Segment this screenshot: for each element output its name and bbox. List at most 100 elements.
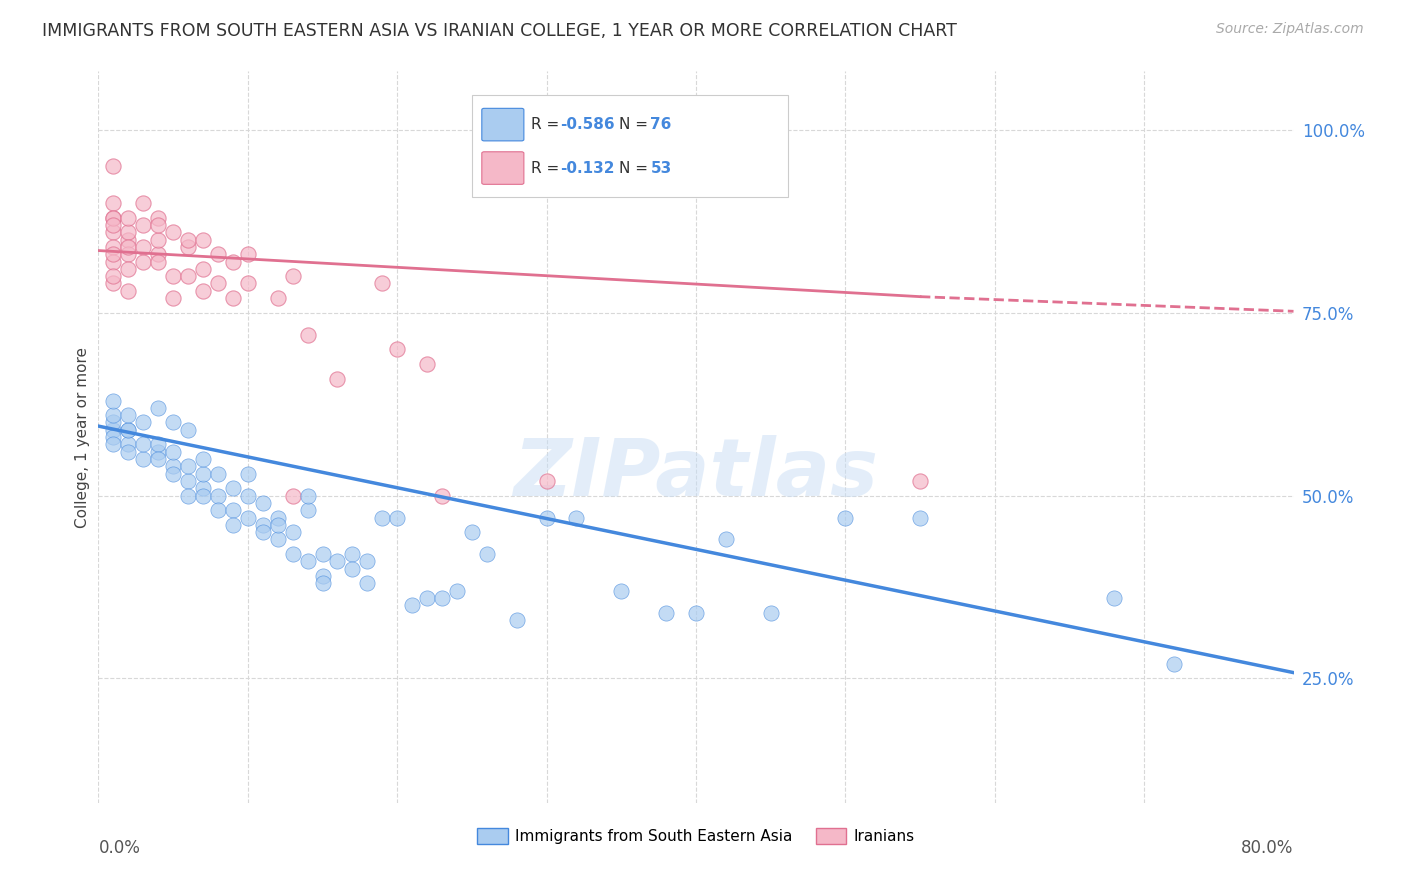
- Point: [356, 576, 378, 591]
- Point: [311, 547, 333, 561]
- Point: [103, 254, 125, 268]
- Point: [177, 233, 200, 247]
- Point: [103, 437, 125, 451]
- Point: [207, 489, 229, 503]
- Point: [177, 474, 200, 488]
- Point: [103, 218, 125, 232]
- Point: [430, 591, 453, 605]
- Point: [162, 459, 184, 474]
- Point: [252, 496, 274, 510]
- Point: [430, 489, 453, 503]
- Point: [356, 554, 378, 568]
- Point: [311, 569, 333, 583]
- Point: [148, 444, 170, 458]
- Point: [117, 408, 139, 422]
- Point: [103, 430, 125, 444]
- Point: [103, 408, 125, 422]
- Point: [506, 613, 529, 627]
- Point: [236, 489, 259, 503]
- Point: [162, 225, 184, 239]
- Text: 76: 76: [651, 117, 672, 132]
- Point: [536, 510, 558, 524]
- Point: [162, 444, 184, 458]
- Point: [117, 233, 139, 247]
- Point: [132, 254, 155, 268]
- Point: [132, 452, 155, 467]
- Point: [103, 160, 125, 174]
- Point: [103, 416, 125, 430]
- Point: [281, 489, 304, 503]
- Point: [222, 254, 245, 268]
- Point: [222, 517, 245, 532]
- Point: [117, 240, 139, 254]
- Point: [297, 489, 319, 503]
- Point: [191, 481, 214, 495]
- Point: [103, 423, 125, 437]
- Text: 0.0%: 0.0%: [98, 839, 141, 857]
- Point: [267, 291, 290, 305]
- Point: [385, 510, 409, 524]
- Point: [416, 357, 439, 371]
- Point: [148, 254, 170, 268]
- Point: [177, 489, 200, 503]
- Point: [103, 269, 125, 284]
- Point: [908, 510, 931, 524]
- Point: [342, 562, 364, 576]
- Point: [148, 211, 170, 225]
- Text: 80.0%: 80.0%: [1241, 839, 1294, 857]
- Point: [267, 510, 290, 524]
- Text: N =: N =: [620, 161, 654, 176]
- Point: [311, 576, 333, 591]
- Point: [148, 233, 170, 247]
- Point: [281, 269, 304, 284]
- Point: [162, 291, 184, 305]
- Point: [326, 371, 349, 385]
- Point: [326, 554, 349, 568]
- Point: [610, 583, 633, 598]
- Point: [281, 525, 304, 540]
- Point: [162, 416, 184, 430]
- Point: [148, 218, 170, 232]
- Point: [191, 261, 214, 276]
- Point: [236, 247, 259, 261]
- Point: [117, 444, 139, 458]
- Point: [714, 533, 737, 547]
- Text: R =: R =: [531, 161, 564, 176]
- Point: [416, 591, 439, 605]
- Y-axis label: College, 1 year or more: College, 1 year or more: [75, 347, 90, 527]
- Text: -0.586: -0.586: [561, 117, 614, 132]
- Point: [191, 233, 214, 247]
- Text: ZIPatlas: ZIPatlas: [513, 434, 879, 513]
- Point: [281, 547, 304, 561]
- Point: [132, 437, 155, 451]
- Point: [446, 583, 468, 598]
- Point: [207, 467, 229, 481]
- Legend: Immigrants from South Eastern Asia, Iranians: Immigrants from South Eastern Asia, Iran…: [471, 822, 921, 850]
- Point: [103, 277, 125, 291]
- Point: [655, 606, 678, 620]
- Point: [177, 269, 200, 284]
- Point: [267, 517, 290, 532]
- FancyBboxPatch shape: [472, 95, 787, 197]
- Point: [685, 606, 707, 620]
- Point: [132, 240, 155, 254]
- Point: [148, 247, 170, 261]
- Point: [162, 269, 184, 284]
- Point: [401, 599, 423, 613]
- Point: [297, 554, 319, 568]
- Point: [103, 240, 125, 254]
- Point: [177, 459, 200, 474]
- Point: [207, 247, 229, 261]
- Point: [103, 247, 125, 261]
- Point: [385, 343, 409, 357]
- Point: [475, 547, 498, 561]
- Point: [297, 327, 319, 342]
- Text: Source: ZipAtlas.com: Source: ZipAtlas.com: [1216, 22, 1364, 37]
- Point: [371, 277, 394, 291]
- Text: R =: R =: [531, 117, 564, 132]
- Point: [148, 452, 170, 467]
- Point: [207, 503, 229, 517]
- Point: [252, 517, 274, 532]
- Point: [148, 401, 170, 415]
- Text: 53: 53: [651, 161, 672, 176]
